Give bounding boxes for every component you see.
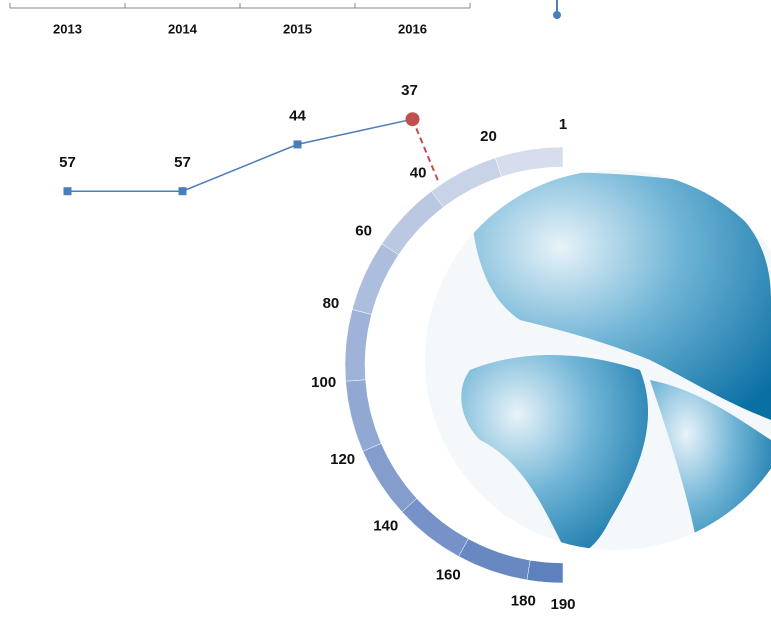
marker xyxy=(63,187,72,196)
marker xyxy=(293,140,302,149)
gauge-segment xyxy=(526,559,564,584)
pointer-dot xyxy=(553,11,561,19)
gauge-tick-label: 60 xyxy=(355,222,372,239)
gauge-segment xyxy=(401,498,469,557)
gauge-tick-label: 180 xyxy=(511,593,536,610)
value-label: 57 xyxy=(59,154,76,171)
gauge-tick-label: 20 xyxy=(480,128,497,145)
value-label: 37 xyxy=(401,82,418,99)
gauge-tick-label: 100 xyxy=(311,374,336,391)
gauge-segment xyxy=(431,157,502,208)
gauge-tick-label: 1 xyxy=(559,116,567,133)
x-tick-label: 2015 xyxy=(283,21,312,36)
x-tick-label: 2013 xyxy=(53,21,82,36)
gauge-segment xyxy=(381,190,444,256)
line xyxy=(67,118,413,192)
gauge-tick-label: 160 xyxy=(436,567,461,584)
gauge-segment xyxy=(345,379,382,452)
value-label: 44 xyxy=(289,107,306,124)
globe xyxy=(425,170,771,550)
landmass xyxy=(461,355,648,550)
connector xyxy=(411,118,440,184)
landmass xyxy=(470,172,771,420)
gauge-segment xyxy=(351,243,399,315)
gauge-segment xyxy=(362,443,418,513)
gauge-tick-label: 190 xyxy=(550,596,575,613)
x-tick-label: 2016 xyxy=(398,21,427,36)
gauge-segment xyxy=(494,146,564,178)
gauge-tick-label: 80 xyxy=(323,295,340,312)
gauge-tick-label: 40 xyxy=(410,165,427,182)
gauge-segment xyxy=(344,309,372,382)
gauge-segment xyxy=(458,538,531,581)
marker xyxy=(405,112,420,127)
value-label: 57 xyxy=(174,154,191,171)
x-tick-label: 2014 xyxy=(168,21,198,36)
gauge-tick-label: 140 xyxy=(373,518,398,535)
gauge-tick-label: 120 xyxy=(330,451,355,468)
marker xyxy=(178,187,187,196)
